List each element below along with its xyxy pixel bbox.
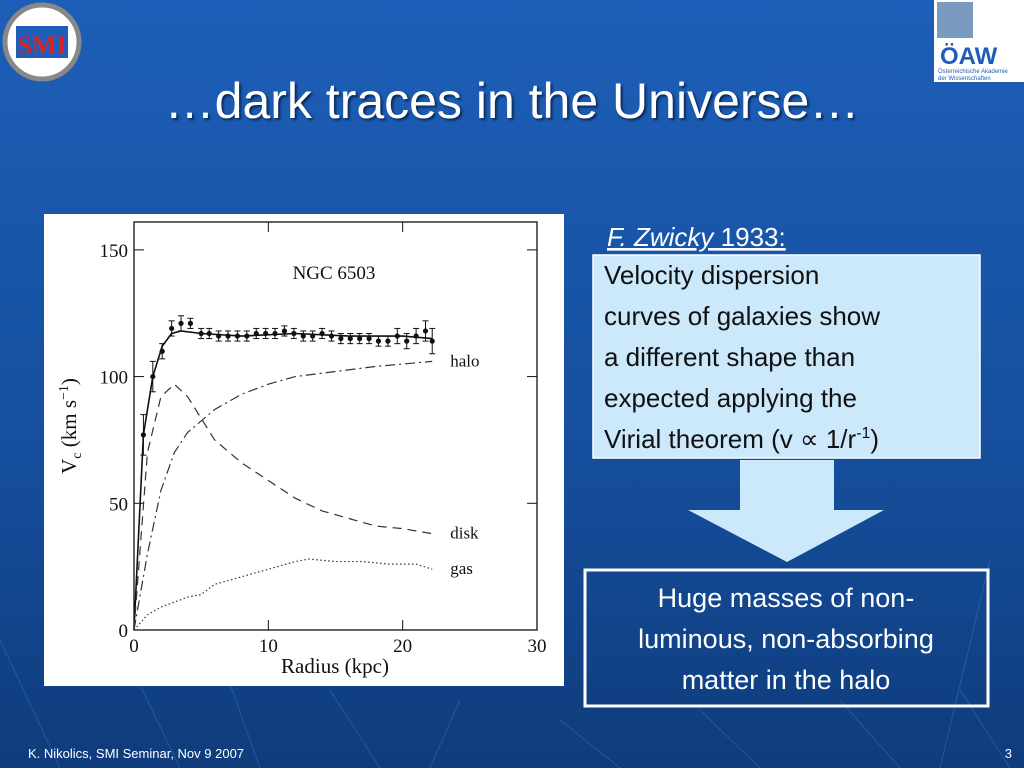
plot-frame: [133, 221, 538, 631]
statement-line: Velocity dispersion: [604, 260, 819, 290]
footer-text: K. Nikolics, SMI Seminar, Nov 9 2007: [28, 746, 244, 761]
data-point: [413, 333, 419, 339]
data-point: [159, 348, 165, 354]
data-point: [206, 330, 212, 337]
conclusion-line: luminous, non-absorbing: [638, 624, 934, 654]
y-axis-label-part: V: [57, 459, 81, 474]
x-tick-label: 30: [528, 636, 547, 657]
y-tick-label: 50: [109, 494, 128, 515]
data-point: [394, 333, 400, 339]
data-point: [429, 338, 435, 344]
y-axis-label: Vc (km s−1): [57, 378, 85, 474]
data-point: [338, 335, 344, 342]
conclusion-line: Huge masses of non-: [658, 583, 915, 613]
data-point: [404, 338, 410, 344]
slide-title: …dark traces in the Universe…: [165, 73, 860, 129]
arrow: [688, 460, 884, 562]
y-axis-label-part: (km s: [57, 400, 81, 453]
page-number: 3: [1005, 746, 1012, 761]
logo-text: SMI: [17, 31, 66, 60]
conclusion-line: matter in the halo: [682, 665, 891, 695]
chart-panel: [44, 214, 564, 686]
data-point: [216, 333, 222, 339]
data-point: [291, 330, 297, 337]
data-point: [178, 320, 184, 326]
data-point: [281, 328, 288, 334]
data-point: [187, 320, 194, 326]
conclusion: Huge masses of non-luminous, non-absorbi…: [638, 583, 934, 695]
text: 1/r: [819, 424, 857, 454]
series-line: [133, 558, 433, 631]
data-point: [140, 432, 147, 438]
statement-line: a different shape than: [604, 342, 855, 372]
statement-line: curves of galaxies show: [604, 301, 880, 331]
data-point: [310, 333, 316, 339]
reference: F. Zwicky 1933:: [607, 222, 786, 252]
x-axis-label: Radius (kpc): [281, 654, 389, 678]
data-point: [198, 330, 204, 337]
x-tick-label: 10: [259, 636, 278, 657]
data-point: [328, 333, 335, 339]
y-tick-label: 0: [119, 621, 129, 642]
data-point: [422, 328, 429, 334]
reference-year: 1933:: [713, 222, 785, 252]
logo-line: Österreichische Akademie: [938, 68, 1008, 75]
logo-right: ÖAW Österreichische Akademie der Wissens…: [934, 0, 1024, 82]
conclusion-box: [583, 568, 990, 708]
data-point: [357, 335, 363, 342]
logo-left: SMI: [2, 2, 82, 82]
y-axis-label-part: c: [70, 453, 85, 459]
series-label: disk: [450, 524, 479, 543]
chart: 0 10 20 30 0 50 100 150 NGC 6503 Radius (kpc) Vc (…: [57, 221, 547, 678]
logo-line: der Wissenschaften: [938, 76, 991, 82]
data-point: [319, 330, 325, 337]
x-tick-label: 20: [393, 636, 412, 657]
data-point: [244, 333, 250, 339]
statement: Velocity dispersion curves of galaxies sh…: [604, 260, 880, 413]
statement-box: [592, 254, 981, 459]
statement-line: Virial theorem (v ∝ 1/r-1): [604, 424, 879, 454]
x-tick-label: 0: [129, 636, 139, 657]
statement-line: expected applying the: [604, 383, 857, 413]
data-point: [150, 373, 156, 380]
data-point: [385, 338, 391, 344]
y-tick-label: 100: [100, 368, 129, 389]
series-line: [133, 330, 433, 631]
data-point: [375, 338, 382, 344]
series-label: halo: [450, 351, 479, 370]
y-axis-label-part: ): [57, 378, 81, 385]
text: ): [870, 424, 879, 454]
series-label: gas: [450, 559, 473, 578]
data-point: [272, 330, 278, 337]
data-point: [347, 335, 353, 342]
data-point: [253, 330, 259, 337]
series-line: [133, 383, 433, 631]
superscript: -1: [856, 425, 870, 442]
data-point: [234, 333, 241, 339]
y-tick-label: 150: [100, 241, 129, 262]
y-axis-label-part: −1: [57, 385, 72, 400]
data-point: [225, 333, 231, 339]
data-point: [300, 333, 306, 339]
data-point: [263, 330, 269, 337]
reference-author: F. Zwicky: [607, 222, 715, 252]
data-point: [366, 335, 372, 342]
symbol: ∝: [800, 424, 819, 454]
chart-title: NGC 6503: [293, 263, 376, 284]
text: Virial theorem (v: [604, 424, 800, 454]
logo-title: ÖAW: [940, 43, 998, 70]
data-point: [169, 325, 175, 332]
